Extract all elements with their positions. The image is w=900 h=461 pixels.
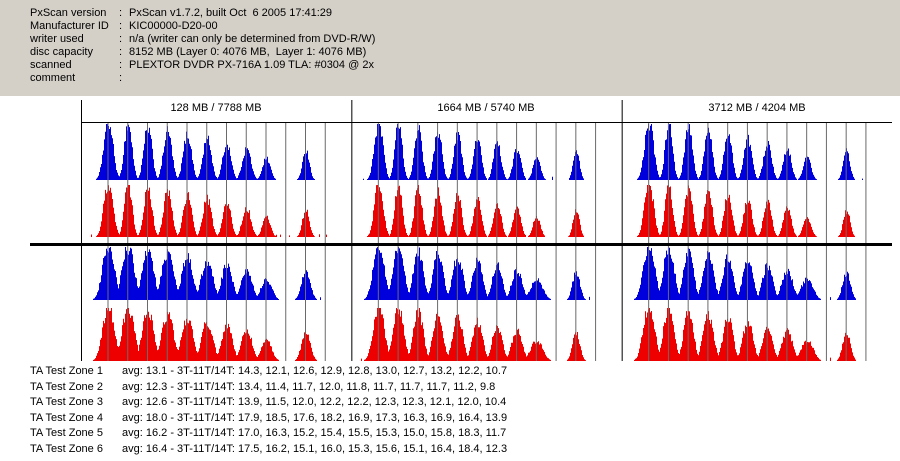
info-separator: :	[119, 72, 123, 84]
ta-histogram-grid: 128 MB / 7788 MB 1664 MB / 5740 MB 3712 …	[0, 96, 900, 362]
info-label: comment	[30, 72, 76, 84]
zone-row: TA Test Zone 5 avg: 16.2 - 3T-11T/14T: 1…	[0, 426, 900, 442]
zone-values: avg: 18.0 - 3T-11T/14T: 17.9, 18.5, 17.6…	[122, 411, 508, 424]
zone-values: avg: 16.2 - 3T-11T/14T: 17.0, 16.3, 15.2…	[122, 427, 507, 439]
zone-name: TA Test Zone 1	[30, 365, 103, 377]
zone-row: TA Test Zone 3 avg: 12.6 - 3T-11T/14T: 1…	[0, 395, 900, 411]
info-row-manufacturer: Manufacturer ID : KIC00000-D20-00	[0, 20, 900, 33]
zone-row: TA Test Zone 2 avg: 12.3 - 3T-11T/14T: 1…	[0, 380, 900, 396]
info-label: disc capacity	[30, 46, 93, 58]
scan-info-header: PxScan version : PxScan v1.7.2, built Oc…	[0, 0, 900, 96]
column-header-position-1: 128 MB / 7788 MB	[170, 102, 262, 114]
info-row-capacity: disc capacity : 8152 MB (Layer 0: 4076 M…	[0, 46, 900, 59]
zone-name: TA Test Zone 2	[30, 380, 103, 393]
info-row-comment: comment :	[0, 72, 900, 85]
ta-histogram-svg	[30, 100, 892, 361]
info-label: Manufacturer ID	[30, 20, 109, 32]
zone-name: TA Test Zone 4	[30, 411, 103, 424]
info-separator: :	[119, 20, 123, 32]
info-value: PxScan v1.7.2, built Oct 6 2005 17:41:29	[129, 7, 333, 19]
ta-zone-summary: TA Test Zone 1 avg: 13.1 - 3T-11T/14T: 1…	[0, 364, 900, 457]
info-separator: :	[119, 7, 123, 19]
zone-values: avg: 16.4 - 3T-11T/14T: 17.5, 16.2, 15.1…	[122, 442, 508, 455]
zone-row: TA Test Zone 6 avg: 16.4 - 3T-11T/14T: 1…	[0, 442, 900, 458]
zone-values: avg: 13.1 - 3T-11T/14T: 14.3, 12.1, 12.6…	[122, 365, 508, 377]
info-row-scanned: scanned : PLEXTOR DVDR PX-716A 1.09 TLA:…	[0, 59, 900, 72]
info-row-version: PxScan version : PxScan v1.7.2, built Oc…	[0, 7, 900, 20]
info-value: KIC00000-D20-00	[129, 20, 218, 32]
info-separator: :	[119, 33, 123, 45]
info-value: n/a (writer can only be determined from …	[129, 33, 376, 45]
info-label: writer used	[30, 33, 84, 45]
zone-name: TA Test Zone 5	[30, 427, 103, 439]
info-value: PLEXTOR DVDR PX-716A 1.09 TLA: #0304 @ 2…	[129, 59, 374, 71]
zone-values: avg: 12.3 - 3T-11T/14T: 13.4, 11.4, 11.7…	[122, 380, 496, 393]
info-value: 8152 MB (Layer 0: 4076 MB, Layer 1: 4076…	[129, 46, 367, 58]
zone-row: TA Test Zone 1 avg: 13.1 - 3T-11T/14T: 1…	[0, 364, 900, 380]
zone-values: avg: 12.6 - 3T-11T/14T: 13.9, 11.5, 12.0…	[122, 396, 507, 408]
column-header-position-3: 3712 MB / 4204 MB	[708, 102, 806, 114]
info-separator: :	[119, 46, 123, 58]
info-separator: :	[119, 59, 123, 71]
info-label: scanned	[30, 59, 72, 71]
info-label: PxScan version	[30, 7, 107, 19]
zone-name: TA Test Zone 6	[30, 442, 103, 455]
zone-row: TA Test Zone 4 avg: 18.0 - 3T-11T/14T: 1…	[0, 411, 900, 427]
column-header-position-2: 1664 MB / 5740 MB	[437, 102, 535, 114]
info-row-writer: writer used : n/a (writer can only be de…	[0, 33, 900, 46]
zone-name: TA Test Zone 3	[30, 396, 103, 408]
